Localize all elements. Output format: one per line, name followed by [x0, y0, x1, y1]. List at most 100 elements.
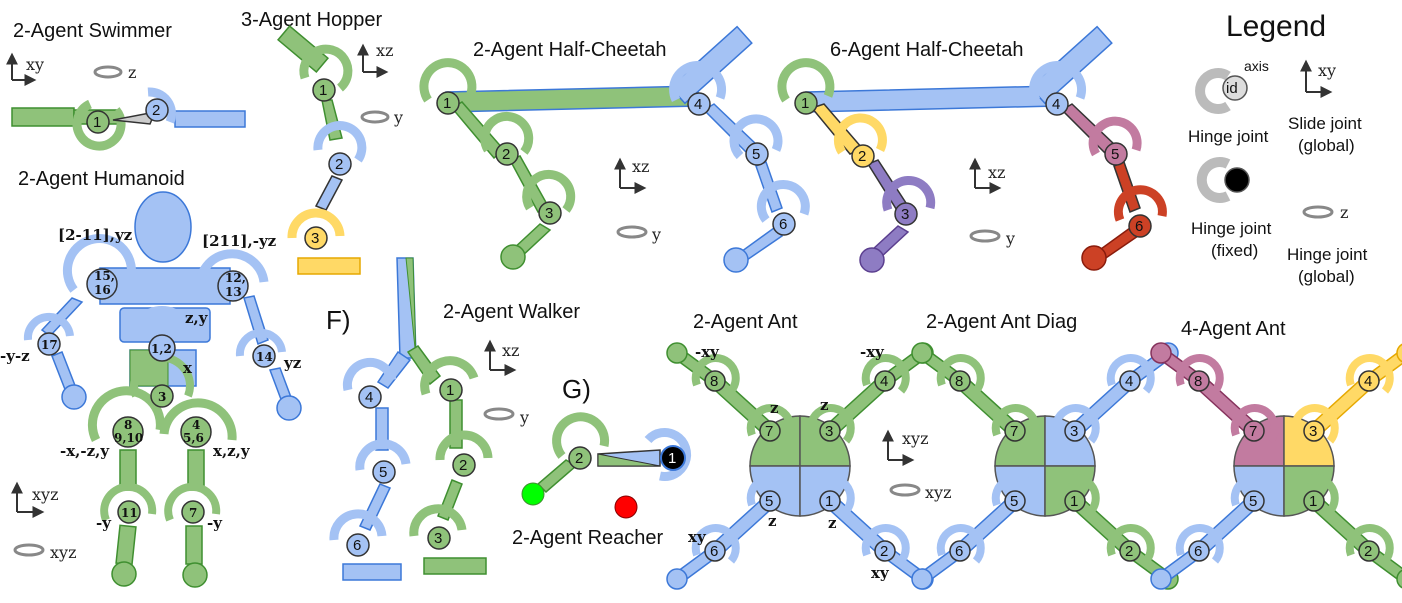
joint-id: 2: [459, 457, 467, 474]
walker-foot: [342, 563, 402, 581]
walker-joint-arc: [420, 356, 479, 396]
joint-id: 17: [41, 338, 58, 352]
joint-id: 3: [1070, 423, 1078, 440]
joint-node: [819, 420, 841, 442]
joint-node: [759, 420, 781, 442]
swimmer-title: 2-Agent Swimmer: [13, 20, 172, 42]
joint-id: 9,10: [114, 431, 143, 445]
ant-joint-arc: [691, 354, 740, 394]
joint-id: 3: [545, 205, 553, 222]
humanoid-rot-axis: xyz: [50, 543, 77, 562]
humanoid-shin: [115, 524, 137, 566]
cheetah-joint-arc: [1113, 185, 1167, 222]
joint-id: 4: [694, 96, 702, 113]
walker-joint-arc: [355, 439, 411, 471]
joint-id: 3: [901, 206, 909, 223]
joint-id: 1: [668, 450, 676, 467]
joint-id: 4: [1052, 96, 1060, 113]
hinge-fixed-icon: [1196, 157, 1231, 203]
joint-id: 5: [1249, 493, 1257, 510]
ant-axis-label: z: [770, 399, 779, 417]
joint-node: [1358, 540, 1380, 562]
joint-id: 5: [1111, 146, 1119, 163]
joint-node: [759, 490, 781, 512]
humanoid-title: 2-Agent Humanoid: [18, 168, 185, 190]
joint-node: [495, 142, 519, 166]
joint-id: 15,: [94, 269, 115, 283]
joint-id: 6: [1135, 218, 1143, 235]
joint-id: 5: [379, 464, 387, 481]
legend-hinge-fixed-1: Hinge joint: [1191, 219, 1272, 238]
joint-id: 8: [1194, 373, 1202, 390]
reacher-fingertip: [521, 482, 545, 506]
joint-id: 7: [1249, 423, 1257, 440]
rotate-arrow-icon: [616, 225, 648, 239]
cheetah-foot: [859, 247, 885, 273]
ant-thigh: [824, 375, 891, 437]
joint-node: [851, 144, 875, 168]
joint-node: [436, 91, 460, 115]
joint-id: 14: [256, 350, 273, 364]
joint-id: 8: [955, 373, 963, 390]
ant-joint-arc: [936, 354, 985, 394]
joint-node: [1303, 490, 1325, 512]
humanoid-joint-arc: [128, 306, 196, 341]
joint-node: [439, 378, 463, 402]
joint-node: [304, 226, 328, 250]
humanoid-label: -y: [96, 514, 112, 532]
joint-node: [181, 500, 205, 524]
joint-node: [1188, 370, 1210, 392]
ant-joint-arc: [1230, 404, 1279, 444]
ant-2-title: 2-Agent Ant: [693, 311, 798, 333]
joint-id: 8: [710, 373, 718, 390]
walker-rot-axis: y: [519, 408, 529, 427]
joint-id: 1: [443, 95, 451, 112]
cheetah-joint-arc: [833, 113, 887, 155]
ant-thigh: [1308, 375, 1375, 437]
ant-joint-arc: [1345, 524, 1394, 564]
ant-joint-arc: [1230, 474, 1279, 514]
walker-slide-axis: xz: [502, 341, 519, 360]
cheetah-joint-arc: [756, 179, 810, 223]
humanoid-label: x,z,y: [213, 442, 251, 460]
ant-joint-arc: [1290, 474, 1339, 514]
joint-node: [148, 334, 176, 362]
rotate-arrow-icon: [13, 543, 45, 557]
ant-joint-arc: [1106, 354, 1155, 394]
cheetah-foot: [723, 247, 749, 273]
ant-joint-arc: [806, 474, 855, 514]
rotate-arrow-icon: [360, 110, 390, 124]
joint-node: [1128, 214, 1152, 238]
ant-thigh: [1308, 495, 1375, 557]
joint-node: [112, 416, 144, 448]
humanoid-label: -x,-z,y: [60, 442, 110, 460]
humanoid-diagram: 15, 16 12, 13 17 14 1,2 3 8 9,10 4 5,6 1…: [0, 191, 302, 588]
ant-2-annotations: -xy -xy z z z z xy xy xyz xyz: [688, 343, 952, 582]
cheetah-joint-arc: [522, 169, 576, 213]
ant-joint-arc: [1106, 524, 1155, 564]
reacher-joint-arc: [644, 427, 692, 481]
joint-id: 5: [1010, 493, 1018, 510]
ant-axis-label: z: [828, 514, 837, 532]
ant-4-title: 4-Agent Ant: [1181, 318, 1286, 340]
ant-axis-label: xy: [871, 564, 890, 582]
walker-torso-green: [405, 257, 417, 359]
ant-thigh: [1069, 375, 1136, 437]
joint-node: [358, 385, 382, 409]
joint-id: 6: [1194, 543, 1202, 560]
cheetah-joint-arc: [1029, 60, 1087, 102]
legend-hinge-fixed-2: (fixed): [1211, 241, 1258, 260]
walker-joint-arc: [435, 430, 493, 461]
joint-node: [328, 152, 352, 176]
ant-foot: [1150, 342, 1172, 364]
humanoid-head: [134, 191, 192, 263]
humanoid-label: [2-11],yz: [58, 226, 133, 244]
hopper-diagram: xz y 1 2 3: [277, 24, 403, 275]
joint-node: [427, 526, 451, 550]
joint-node: [704, 370, 726, 392]
joint-id: 1: [446, 382, 454, 399]
joint-id: 8: [124, 418, 132, 432]
joint-node: [1303, 420, 1325, 442]
humanoid-joint-arc: [195, 249, 269, 291]
joint-id: 2: [502, 146, 510, 163]
